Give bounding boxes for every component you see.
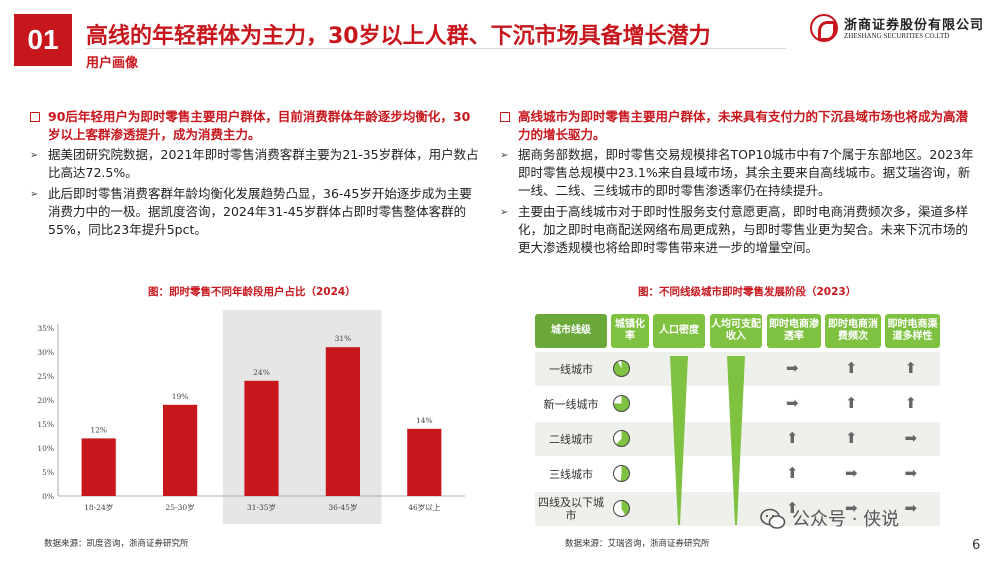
right-headline: 高线城市为即时零售主要用户群体，未来具有支付力的下沉县域市场也将成为高潜力的增长… <box>500 108 980 144</box>
arrow-bullet-icon: ➢ <box>30 189 39 200</box>
wechat-icon <box>760 508 786 529</box>
city-tier-table: 城市线级 城镇化率 人口密度 人均可支配收入 即时电商渗透率 即时电商消费频次 即时电商渠道… <box>535 314 940 526</box>
arrow-bullet-icon: ➢ <box>30 150 39 161</box>
left-column: 90后年轻用户为即时零售主要用户群体，目前消费群体年龄逐步均衡化，30岁以上客群… <box>30 108 482 242</box>
left-source: 数据来源：凯度咨询，浙商证券研究所 <box>44 539 189 549</box>
y-tick-label: 5% <box>42 468 54 477</box>
header-divider <box>86 48 786 49</box>
left-headline: 90后年轻用户为即时零售主要用户群体，目前消费群体年龄逐步均衡化，30岁以上客群… <box>30 108 482 144</box>
table-row: 三线城市 ⬆ ➡ ➡ <box>535 457 940 491</box>
arrow-up-icon: ⬆ <box>845 359 858 377</box>
row-label: 一线城市 <box>549 362 593 376</box>
arrow-right-icon: ➡ <box>786 359 799 377</box>
company-logo: 浙商证券股份有限公司 ZHESHANG SECURITIES CO.LTD <box>810 14 990 48</box>
arrow-up-icon: ⬆ <box>904 394 918 412</box>
right-figure-title: 图：不同线级城市即时零售发展阶段（2023） <box>638 286 857 298</box>
logo-cn-text: 浙商证券股份有限公司 <box>844 18 985 33</box>
arrow-up-icon: ⬆ <box>904 359 918 377</box>
bar <box>325 347 360 496</box>
y-tick-label: 35% <box>37 324 54 333</box>
arrow-up-icon: ⬆ <box>786 464 799 482</box>
bar-value-label: 24% <box>253 368 270 377</box>
page-number: 6 <box>972 538 981 553</box>
section-number-badge: 01 <box>14 14 72 66</box>
arrow-bullet-icon: ➢ <box>500 150 509 161</box>
left-bullet-text: 据美团研究院数据，2021年即时零售消费客群主要为21-35岁群体，用户数占比高… <box>48 147 479 180</box>
square-bullet-icon <box>500 112 510 122</box>
logo-mark-icon <box>810 14 838 42</box>
watermark-text: 公众号 · 侠说 <box>792 509 900 530</box>
arrow-right-icon: ➡ <box>786 394 799 412</box>
bar-value-label: 31% <box>335 334 352 343</box>
urbanization-pie-icon <box>613 465 630 482</box>
arrow-up-icon: ⬆ <box>786 499 799 517</box>
y-tick-label: 10% <box>37 444 54 453</box>
left-bullet-text: 此后即时零售消费客群年龄均衡化发展趋势凸显，36-45岁开始逐步成为主要消费力中… <box>48 186 472 237</box>
arrow-up-icon: ⬆ <box>845 429 858 447</box>
row-label: 新一线城市 <box>543 397 599 411</box>
right-column: 高线城市为即时零售主要用户群体，未来具有支付力的下沉县域市场也将成为高潜力的增长… <box>500 108 980 260</box>
x-tick-label: 46岁以上 <box>408 502 441 512</box>
arrow-right-icon: ➡ <box>845 464 858 482</box>
y-tick-label: 15% <box>37 420 54 429</box>
bar-value-label: 12% <box>90 425 107 434</box>
table-header-cell: 即时电商渗透率 <box>767 314 821 348</box>
right-bullet-text: 据商务部数据，即时零售交易规模排名TOP10城市中有7个属于东部地区。2023年… <box>518 147 974 198</box>
x-tick-label: 18-24岁 <box>84 502 113 512</box>
table-row: 新一线城市 ➡ ⬆ ⬆ <box>535 387 940 421</box>
density-gradient-wedge-shape <box>670 356 688 525</box>
density-gradient-wedge <box>670 356 688 525</box>
table-header-cell: 即时电商消费频次 <box>825 314 881 348</box>
right-bullet: ➢ 据商务部数据，即时零售交易规模排名TOP10城市中有7个属于东部地区。202… <box>500 146 980 200</box>
y-tick-label: 0% <box>42 492 54 501</box>
x-tick-label: 31-35岁 <box>247 502 276 512</box>
row-label: 三线城市 <box>549 467 593 481</box>
y-tick-label: 25% <box>37 372 54 381</box>
y-tick-label: 20% <box>37 396 54 405</box>
logo-en-text: ZHESHANG SECURITIES CO.LTD <box>844 32 950 40</box>
section-label: 用户画像 <box>86 56 139 71</box>
right-source: 数据来源：艾瑞咨询，浙商证券研究所 <box>565 539 710 549</box>
table-header-cell: 城市线级 <box>535 314 607 348</box>
table-header-cell: 城镇化率 <box>611 314 649 348</box>
arrow-up-icon: ⬆ <box>845 394 858 412</box>
income-gradient-wedge-shape <box>727 356 745 525</box>
table-header-cell: 人均可支配收入 <box>710 314 762 348</box>
x-tick-label: 36-45岁 <box>328 502 357 512</box>
arrow-right-icon: ➡ <box>904 464 918 482</box>
urbanization-pie-icon <box>613 430 630 447</box>
bar <box>244 380 279 496</box>
income-gradient-wedge <box>727 356 745 525</box>
arrow-right-icon: ➡ <box>904 429 918 447</box>
urbanization-pie-icon <box>613 395 630 412</box>
bar <box>407 428 442 496</box>
page-title: 高线的年轻群体为主力，30岁以上人群、下沉市场具备增长潜力 <box>86 24 711 49</box>
right-bullet: ➢ 主要由于高线城市对于即时性服务支付意愿更高，即时电商消费频次多，渠道多样化，… <box>500 203 980 257</box>
urbanization-pie-icon <box>613 500 630 517</box>
bar <box>81 438 116 496</box>
arrow-right-icon: ➡ <box>845 499 858 517</box>
row-label: 四线及以下城市 <box>538 496 604 522</box>
table-header-cell: 即时电商渠道多样性 <box>885 314 940 348</box>
x-tick-label: 25-30岁 <box>166 502 195 512</box>
left-bullet: ➢ 此后即时零售消费客群年龄均衡化发展趋势凸显，36-45岁开始逐步成为主要消费… <box>30 185 482 239</box>
bar-value-label: 14% <box>416 416 433 425</box>
urbanization-pie-icon <box>613 360 630 377</box>
row-label: 二线城市 <box>549 432 593 446</box>
table-header-cell: 人口密度 <box>653 314 705 348</box>
arrow-right-icon: ➡ <box>904 499 918 517</box>
arrow-up-icon: ⬆ <box>786 429 799 447</box>
y-tick-label: 30% <box>37 348 54 357</box>
bar <box>163 404 198 496</box>
age-bar-chart: 0% 5% 10% 15% 20% 25% 30% 35% 12% 18-24岁 19% 25-30岁… <box>37 310 465 524</box>
left-figure-title: 图：即时零售不同年龄段用户占比（2024） <box>148 286 356 298</box>
right-headline-text: 高线城市为即时零售主要用户群体，未来具有支付力的下沉县域市场也将成为高潜力的增长… <box>518 109 969 142</box>
right-bullet-text: 主要由于高线城市对于即时性服务支付意愿更高，即时电商消费频次多，渠道多样化，加之… <box>518 204 969 255</box>
arrow-bullet-icon: ➢ <box>500 207 509 218</box>
left-headline-text: 90后年轻用户为即时零售主要用户群体，目前消费群体年龄逐步均衡化，30岁以上客群… <box>48 109 471 142</box>
left-bullet: ➢ 据美团研究院数据，2021年即时零售消费客群主要为21-35岁群体，用户数占… <box>30 146 482 182</box>
square-bullet-icon <box>30 112 40 122</box>
bar-value-label: 19% <box>172 392 189 401</box>
